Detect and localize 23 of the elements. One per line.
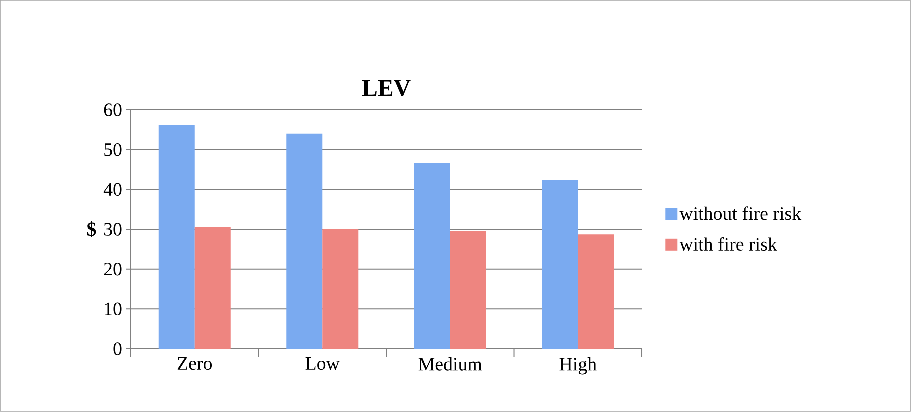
bar [414,162,450,349]
x-tick-label: Medium [418,358,482,371]
legend-label: with fire risk [680,237,778,252]
y-tick-label: 20 [104,262,122,276]
y-tick-label: 10 [105,302,122,316]
bar [322,230,359,349]
chart-title: LEV [362,80,411,96]
y-tick-label: 50 [104,143,122,156]
y-tick-label: 0 [114,342,122,356]
y-tick-label: 60 [104,104,122,116]
bar [194,228,231,349]
bar [542,180,578,349]
bar [158,126,195,349]
y-axis-title: $ [87,222,96,238]
bar [286,134,323,349]
x-tick-label: Zero [178,358,212,370]
bar [450,231,486,349]
legend-label: without fire risk [680,206,802,220]
x-tick-label: High [560,358,597,375]
x-tick-label: Low [306,358,340,370]
y-tick-label: 30 [104,223,122,236]
y-tick-label: 40 [104,183,122,196]
bar [578,234,614,349]
